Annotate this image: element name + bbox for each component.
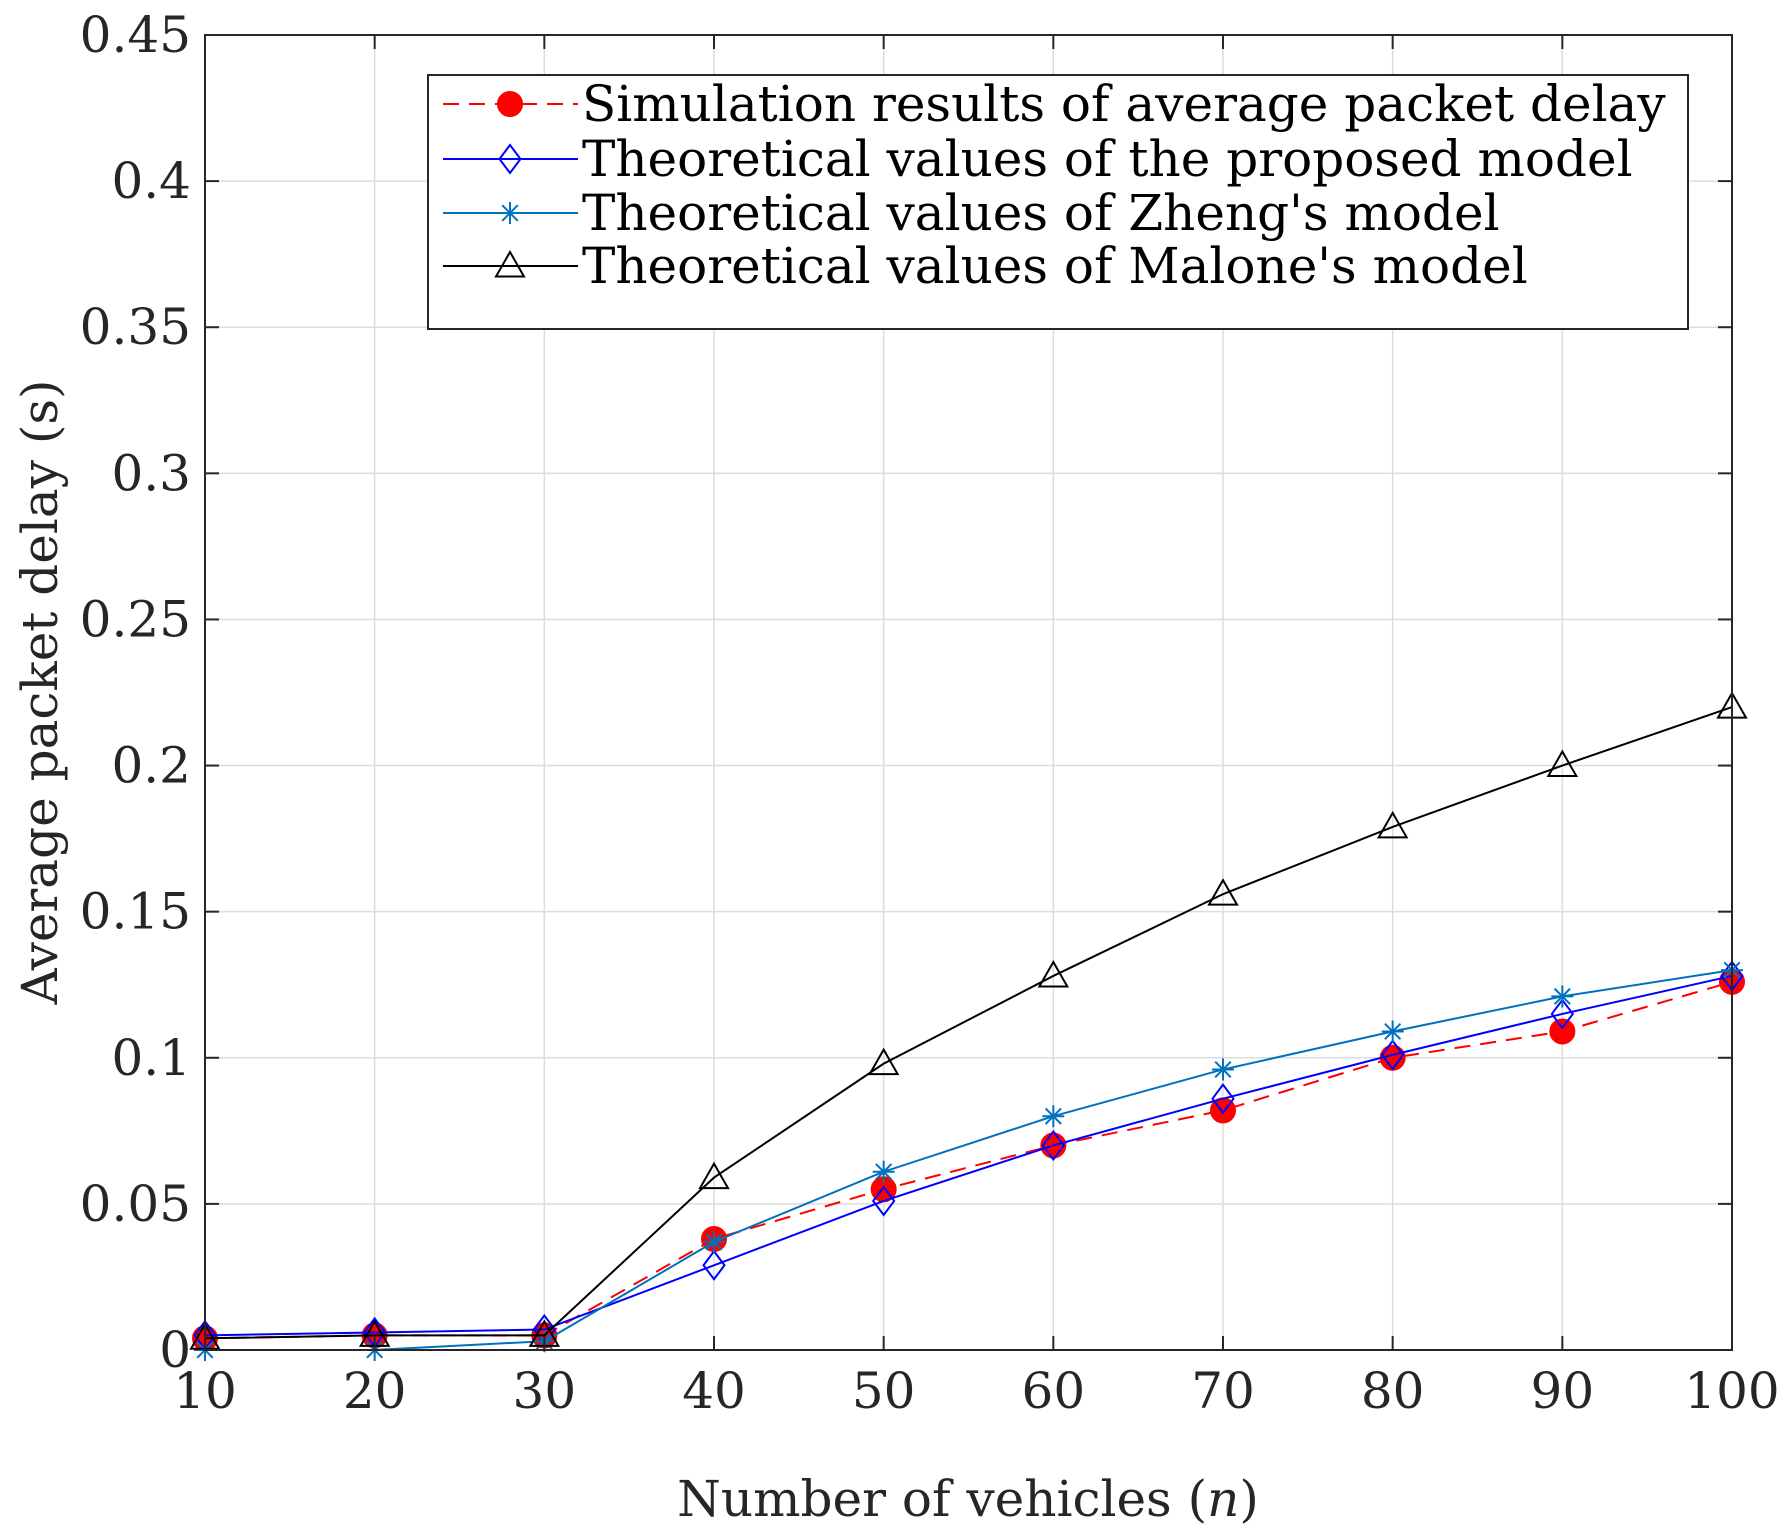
legend-label: Theoretical values of Malone's model [582,237,1528,295]
legend-item-1: Simulation results of average packet del… [443,75,1666,133]
legend-label: Theoretical values of the proposed model [582,130,1633,188]
data-point [1550,998,1575,1030]
data-point [1042,1105,1065,1128]
y-tick-label: 0.25 [80,590,191,648]
x-tick-label: 60 [1022,1362,1086,1420]
ticks: 10 20 30 40 50 60 70 80 90 100 0 0.05 0.1 0.15 0.2 0.25… [80,6,1780,1420]
legend-marker [498,143,522,175]
data-point [1546,749,1579,778]
series-line [204,706,1733,1340]
y-tick-label: 0.3 [111,444,191,502]
y-tick-label: 0.2 [111,737,191,795]
legend-item-4: Theoretical values of Malone's model [443,237,1528,295]
y-tick-label: 0.05 [80,1175,191,1233]
x-tick-label: 10 [173,1362,237,1420]
x-tick-label: 70 [1191,1362,1255,1420]
data-point [1381,1020,1404,1043]
x-tick-label: 100 [1684,1362,1779,1420]
x-tick-label: 50 [852,1362,916,1420]
legend-item-3: Theoretical values of Zheng's model [443,184,1500,242]
data-point [1551,985,1574,1008]
data-point [1549,1018,1576,1045]
data-point [1041,1129,1066,1162]
legend: Simulation results of average packet del… [427,74,1689,330]
data-point [698,1161,730,1190]
y-tick-label: 0.45 [80,6,191,64]
data-point [1380,1039,1405,1071]
series-line [204,974,1733,1337]
plot-frame [204,34,1733,1351]
data-point [1211,1083,1235,1115]
data-point [1376,810,1409,839]
data-point [867,1047,900,1076]
y-tick-label: 0.4 [111,152,191,210]
y-tick-label: 0.1 [111,1029,191,1087]
data-point [871,1185,896,1217]
data-point [703,1230,725,1253]
legend-box [427,74,1689,330]
data-point [1212,1058,1234,1081]
x-axis-title: Number of vehicles (n) [677,1470,1259,1528]
y-axis-title: Average packet delay (s) [11,379,69,1005]
data-point [702,1249,726,1281]
legend-label: Theoretical values of Zheng's model [582,184,1500,242]
series-2 [193,960,1744,1352]
x-tick-label: 30 [513,1362,577,1420]
x-tick-label: 80 [1361,1362,1425,1420]
legend-marker [494,249,526,278]
legend-label: Simulation results of average packet del… [582,75,1666,133]
legend-item-2: Theoretical values of the proposed model [443,130,1633,188]
series-line [205,969,1733,1351]
x-tick-label: 40 [682,1362,746,1420]
x-tick-label: 90 [1531,1362,1595,1420]
data-point [1037,959,1070,988]
x-tick-label: 20 [343,1362,407,1420]
series-group [189,691,1748,1361]
y-tick-label: 0.35 [80,298,191,356]
legend-marker [497,91,523,117]
data-point [872,1160,895,1183]
y-tick-label: 0.15 [80,883,191,941]
y-tick-label: 0 [159,1321,191,1379]
data-point [1207,878,1239,906]
legend-marker [499,202,521,224]
